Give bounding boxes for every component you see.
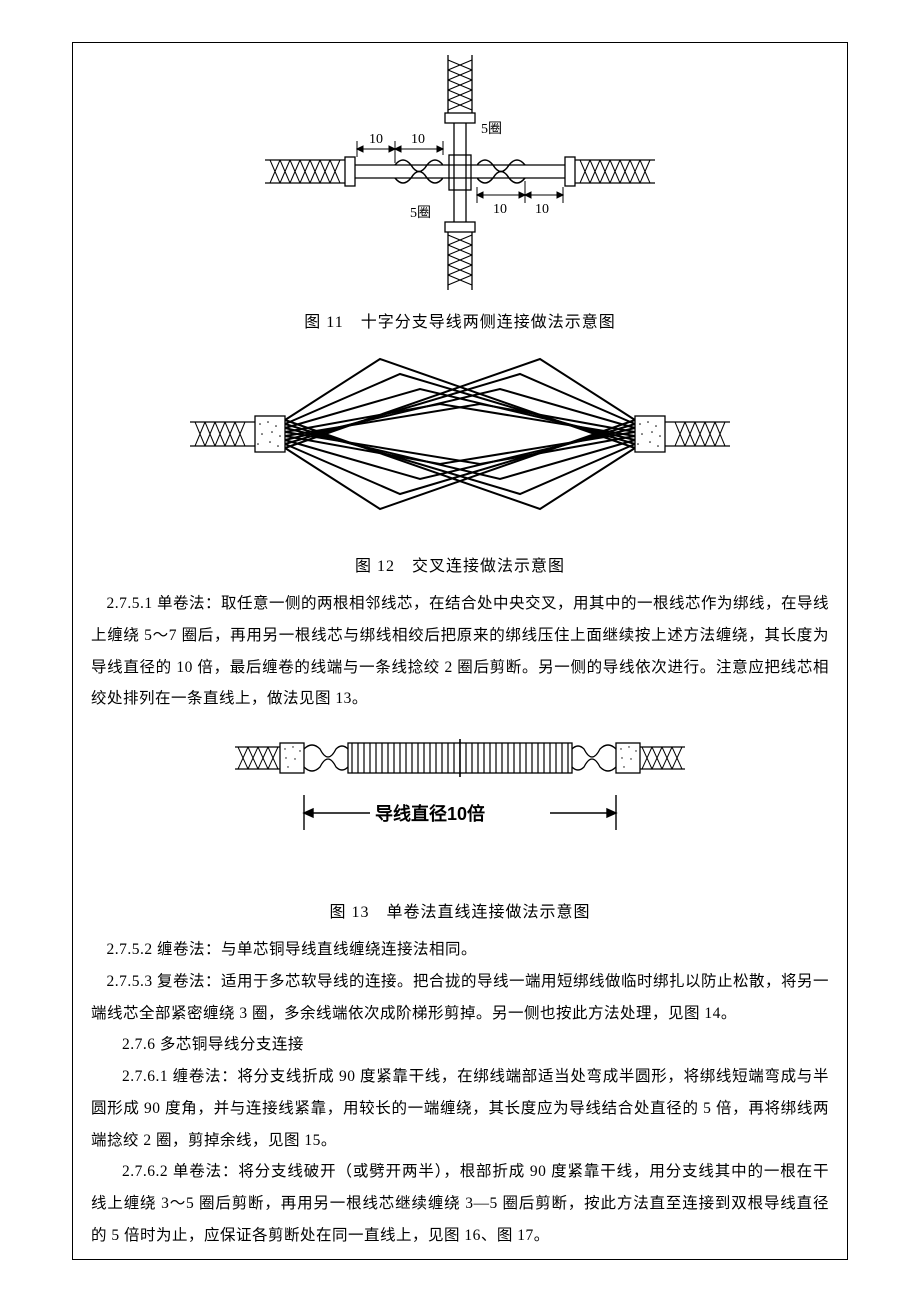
para-2-7-5-2: 2.7.5.2 缠卷法：与单芯铜导线直线缠绕连接法相同。 [91, 934, 829, 966]
figure-12: 图 12 交叉连接做法示意图 [91, 344, 829, 576]
para-2-7-6: 2.7.6 多芯铜导线分支连接 [91, 1029, 829, 1061]
fig11-label-10c: 10 [493, 202, 507, 217]
figure-13: 导线直径10倍 图 13 单卷法直线连接做法示意图 [91, 725, 829, 922]
figure-13-caption: 图 13 单卷法直线连接做法示意图 [91, 898, 829, 922]
figure-11: 10 10 10 10 5圈 5圈 图 11 十字分支导线两侧连接做法示意图 [91, 55, 829, 332]
para-2-7-6-1: 2.7.6.1 缠卷法：将分支线折成 90 度紧靠干线，在绑线端部适当处弯成半圆… [91, 1061, 829, 1156]
fig11-label-5bot: 5圈 [410, 206, 431, 221]
fig13-dimension-label: 导线直径10倍 [375, 803, 485, 824]
fig11-label-10b: 10 [411, 132, 425, 147]
para-2-7-6-2: 2.7.6.2 单卷法：将分支线破开（或劈开两半），根部折成 90 度紧靠干线，… [91, 1156, 829, 1251]
figure-12-svg [180, 344, 740, 524]
fig11-label-10a: 10 [369, 132, 383, 147]
figure-11-caption: 图 11 十字分支导线两侧连接做法示意图 [91, 308, 829, 332]
fig11-label-10d: 10 [535, 202, 549, 217]
fig11-label-5top: 5圈 [481, 122, 502, 137]
page-frame: 10 10 10 10 5圈 5圈 图 11 十字分支导线两侧连接做法示意图 [72, 42, 848, 1260]
figure-13-svg: 导线直径10倍 [220, 725, 700, 870]
figure-12-caption: 图 12 交叉连接做法示意图 [91, 552, 829, 576]
figure-11-svg: 10 10 10 10 5圈 5圈 [245, 55, 675, 290]
para-2-7-5-3: 2.7.5.3 复卷法：适用于多芯软导线的连接。把合拢的导线一端用短绑线做临时绑… [91, 966, 829, 1030]
para-2-7-5-1: 2.7.5.1 单卷法：取任意一侧的两根相邻线芯，在结合处中央交叉，用其中的一根… [91, 588, 829, 715]
